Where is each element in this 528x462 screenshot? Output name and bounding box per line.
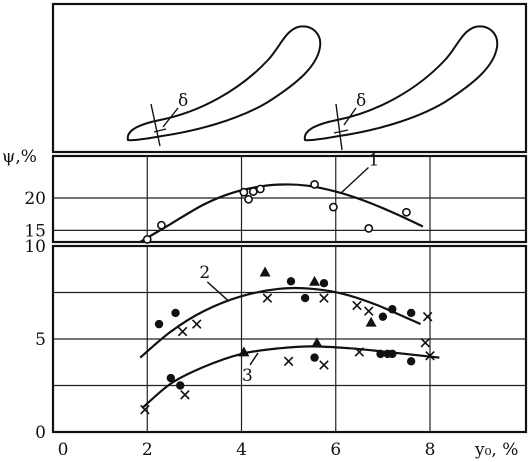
psi-axis-label: ψ,% <box>2 147 37 167</box>
data-point-open-circle-1 <box>156 220 166 230</box>
main-x-tick-label-4: 4 <box>236 440 247 460</box>
data-point-filled-circle-8 <box>376 349 385 359</box>
data-point-cross-7 <box>180 390 190 400</box>
psi-points <box>142 180 411 244</box>
data-point-filled-circle-3 <box>300 293 310 303</box>
blade-diagram-panel: δ δ <box>51 2 528 154</box>
delta-arrow-right <box>335 103 343 151</box>
data-point-cross-6 <box>422 311 433 322</box>
data-point-filled-triangle-2 <box>365 316 377 327</box>
data-point-cross-8 <box>140 404 150 415</box>
blade-right: δ <box>303 25 499 151</box>
data-point-filled-circle-0 <box>154 319 164 329</box>
data-point-open-circle-7 <box>328 202 338 212</box>
data-point-cross-13 <box>425 350 435 361</box>
main-grid <box>53 246 526 432</box>
delta-label-left: δ <box>178 91 188 111</box>
curve-2-leader <box>206 281 228 301</box>
blade-left-profile <box>126 25 322 142</box>
curve-3-leader <box>249 352 259 366</box>
data-point-filled-circle-5 <box>319 279 329 288</box>
main-tick-labels: 0 5 10 2 4 6 8 0 <box>24 237 435 460</box>
data-point-cross-4 <box>352 300 362 311</box>
delta-leader-right <box>343 107 357 126</box>
blade-right-profile <box>303 25 499 142</box>
data-point-open-circle-2 <box>239 187 249 197</box>
data-point-cross-5 <box>363 306 374 316</box>
x-axis-label: y₀, % <box>474 440 518 460</box>
delta-label-right: δ <box>356 91 366 111</box>
psi-tick-label-15: 15 <box>24 221 46 241</box>
data-point-filled-circle-4 <box>310 353 319 362</box>
data-point-cross-12 <box>420 337 431 348</box>
data-point-cross-9 <box>283 356 294 367</box>
main-curves: 23 <box>139 263 440 409</box>
data-point-open-circle-6 <box>310 180 319 189</box>
data-point-filled-circle-6 <box>378 312 388 321</box>
main-x-tick-label-0: 0 <box>58 440 69 460</box>
curve-label-2: 2 <box>199 263 210 283</box>
data-point-filled-circle-10 <box>388 349 397 359</box>
data-point-filled-circle-7 <box>388 305 397 314</box>
data-point-cross-1 <box>191 319 202 329</box>
psi-panel-frame <box>51 154 528 244</box>
data-point-open-circle-8 <box>364 224 374 233</box>
data-point-open-circle-9 <box>402 207 411 217</box>
data-point-filled-triangle-0 <box>259 266 271 277</box>
delta-arrow-left <box>150 103 161 147</box>
main-y-tick-label-10: 10 <box>24 237 46 257</box>
data-point-cross-2 <box>262 293 273 303</box>
data-point-open-circle-3 <box>244 194 253 204</box>
curve-3 <box>141 345 440 409</box>
main-y-tick-label-0: 0 <box>35 423 46 443</box>
data-point-filled-circle-11 <box>406 308 416 318</box>
data-point-cross-3 <box>319 293 329 303</box>
curve-2 <box>139 286 422 359</box>
data-point-cross-0 <box>177 326 188 337</box>
data-point-open-circle-0 <box>142 235 152 244</box>
data-point-filled-triangle-3 <box>238 346 250 357</box>
data-point-open-circle-4 <box>248 187 258 196</box>
psi-curves: 1 <box>139 151 424 243</box>
data-point-open-circle-5 <box>255 184 265 194</box>
delta-tick-left <box>153 128 167 133</box>
main-y-tick-label-5: 5 <box>35 330 46 350</box>
main-points <box>140 266 435 415</box>
curve-1-leader <box>339 166 369 195</box>
delta-tick-right <box>333 129 349 134</box>
curve-1 <box>139 183 424 243</box>
delta-leader-left <box>162 107 179 128</box>
main-x-tick-label-6: 6 <box>330 440 341 460</box>
data-point-filled-circle-2 <box>286 277 296 286</box>
curve-label-1: 1 <box>368 151 379 171</box>
data-point-filled-circle-12 <box>406 357 416 366</box>
psi-grid <box>53 156 526 242</box>
data-point-filled-circle-1 <box>171 308 180 318</box>
blade-panel-frame <box>51 2 528 154</box>
data-point-filled-circle-14 <box>176 381 185 390</box>
main-x-tick-label-2: 2 <box>142 440 153 460</box>
data-point-filled-circle-13 <box>166 373 176 383</box>
psi-tick-label-20: 20 <box>24 189 46 209</box>
curve-label-3: 3 <box>242 366 253 386</box>
main-x-tick-label-8: 8 <box>425 440 436 460</box>
data-point-filled-triangle-1 <box>309 275 321 286</box>
data-point-cross-10 <box>319 360 329 370</box>
blade-left: δ <box>126 25 322 147</box>
data-point-cross-11 <box>354 347 365 357</box>
data-point-filled-triangle-4 <box>311 337 323 348</box>
